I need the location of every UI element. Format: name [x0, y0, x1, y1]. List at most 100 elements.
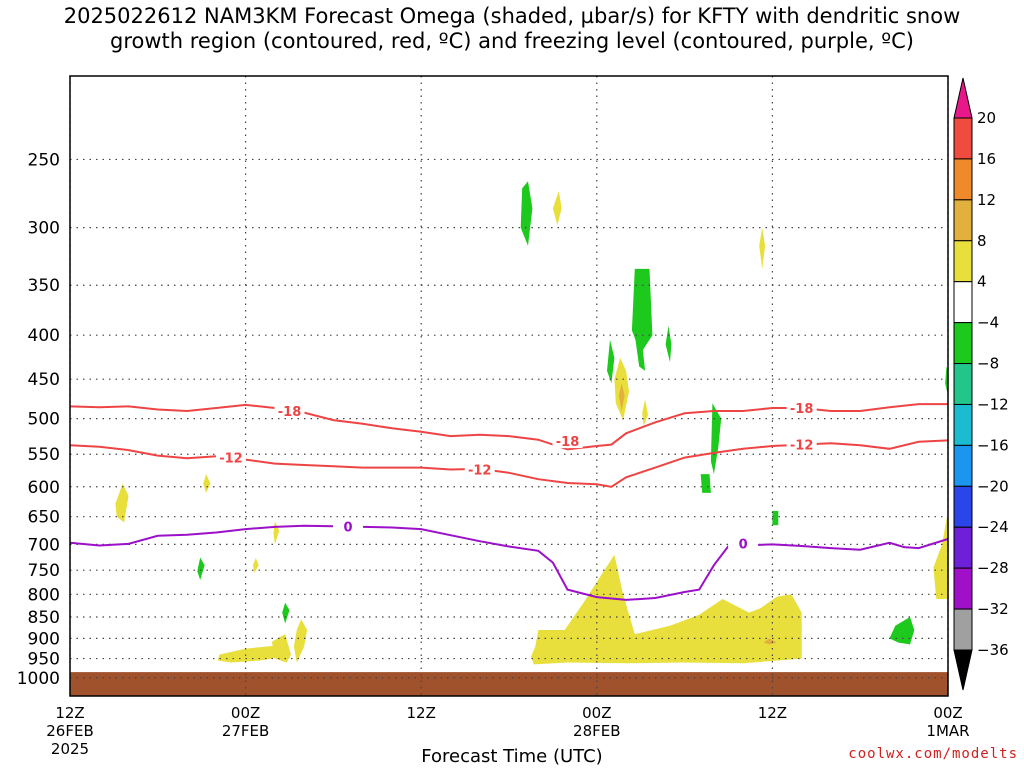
y-tick-label: 850: [28, 608, 60, 628]
y-tick-label: 350: [28, 276, 60, 296]
y-tick-label: 1000: [17, 669, 60, 689]
y-tick-label: 400: [28, 326, 60, 346]
omega-region: [889, 617, 915, 645]
contour-lines: -18 -18 -18 -12 -12 -12 0 0: [69, 399, 949, 601]
colorbar-segment: [953, 281, 973, 324]
contour-label: -12: [219, 452, 243, 467]
contour-label: -18: [790, 402, 814, 417]
x-tick-label: 12Z: [407, 704, 436, 722]
x-axis-label: Forecast Time (UTC): [421, 746, 603, 767]
x-tick-label: 27FEB: [222, 722, 269, 740]
colorbar-label: −4: [977, 314, 999, 332]
ground-layer: [70, 672, 948, 696]
axes: 2503003504004505005506006507007508008509…: [17, 75, 970, 758]
y-tick-label: 750: [28, 561, 60, 581]
colorbar-segment: [953, 485, 973, 528]
colorbar-top-triangle: [953, 77, 973, 119]
colorbar-segment: [953, 322, 973, 365]
plot-frame: [69, 75, 949, 697]
colorbar-label: −32: [977, 600, 1009, 618]
omega-region: [531, 554, 802, 665]
omega-region: [700, 474, 711, 493]
colorbar-label: 20: [977, 109, 996, 127]
colorbar-segment: [953, 240, 973, 283]
omega-region: [271, 634, 291, 663]
x-tick-label: 00Z: [933, 704, 962, 722]
colorbar-segment: [953, 567, 973, 610]
colorbar-label: −20: [977, 477, 1009, 495]
colorbar-segment: [953, 403, 973, 446]
omega-region: [763, 638, 777, 645]
colorbar-label: 8: [977, 232, 987, 250]
contour-label-bg: [786, 399, 817, 415]
omega-region: [580, 603, 594, 639]
contour-label-bg: [215, 449, 246, 465]
omega-region: [710, 403, 722, 475]
y-tick-label: 550: [28, 445, 60, 465]
colorbar-label: 12: [977, 191, 996, 209]
chart-title: 2025022612 NAM3KM Forecast Omega (shaded…: [63, 4, 961, 53]
contour-label-bg: [274, 403, 305, 419]
omega-region: [552, 191, 562, 226]
x-tick-label: 12Z: [758, 704, 787, 722]
credit-text: coolwx.com/modelts: [848, 746, 1018, 762]
contour-label: -12: [468, 464, 492, 479]
x-tick-label: 00Z: [582, 704, 611, 722]
colorbar-segment: [953, 444, 973, 487]
omega-region: [217, 645, 284, 663]
x-tick-label: 1MAR: [926, 722, 969, 740]
omega-region: [115, 483, 129, 523]
colorbar-label: −24: [977, 518, 1009, 536]
y-tick-label: 950: [28, 650, 60, 670]
x-tick-label: 28FEB: [573, 722, 620, 740]
colorbar-segment: [953, 363, 973, 405]
omega-region: [631, 268, 653, 354]
x-tick-label: 00Z: [231, 704, 260, 722]
omega-region: [520, 181, 533, 246]
colorbar-label: 4: [977, 273, 987, 291]
colorbar-label: −28: [977, 559, 1009, 577]
omega-region: [252, 558, 259, 573]
colorbar-label: −12: [977, 395, 1009, 413]
contour-line: [69, 524, 949, 601]
y-tick-label: 800: [28, 585, 60, 605]
y-tick-label: 600: [28, 478, 60, 498]
contour-label: -12: [790, 439, 814, 454]
contour-label: -18: [278, 405, 302, 420]
omega-region: [933, 510, 948, 599]
y-tick-label: 250: [28, 150, 60, 170]
omega-region: [642, 399, 648, 426]
grid-lines: [69, 76, 949, 696]
contour-label-bg: [464, 461, 495, 477]
omega-region: [759, 227, 766, 269]
omega-region: [282, 602, 290, 624]
contour-label-bg: [786, 436, 817, 452]
contour-label: 0: [344, 520, 353, 535]
contour-label-bg: [728, 535, 759, 551]
x-tick-label: 26FEB: [46, 722, 93, 740]
y-tick-label: 450: [28, 370, 60, 390]
omega-region: [197, 557, 205, 580]
colorbar-segment: [953, 608, 973, 651]
colorbar-segment: [953, 158, 973, 201]
colorbar-segment: [953, 117, 973, 160]
omega-region: [634, 335, 646, 371]
contour-label-bg: [552, 433, 583, 449]
contour-label: -18: [556, 435, 580, 450]
colorbar: 20 16 12 8 4 −4 −8 −12 −16 −20 −24 −28 −32 −36: [953, 77, 1009, 691]
omega-region: [772, 510, 779, 526]
colorbar-bottom-triangle: [953, 649, 973, 691]
colorbar-segment: [953, 526, 973, 569]
colorbar-segment: [953, 199, 973, 242]
y-tick-label: 500: [28, 410, 60, 430]
colorbar-label: −36: [977, 641, 1009, 659]
contour-label: 0: [739, 537, 748, 552]
omega-shading: [115, 181, 948, 665]
y-tick-label: 900: [28, 629, 60, 649]
x-tick-label: 12Z: [55, 704, 84, 722]
x-tick-label: 2025: [51, 740, 89, 758]
omega-region: [203, 474, 211, 493]
colorbar-label: −16: [977, 436, 1009, 454]
colorbar-label: 16: [977, 150, 996, 168]
